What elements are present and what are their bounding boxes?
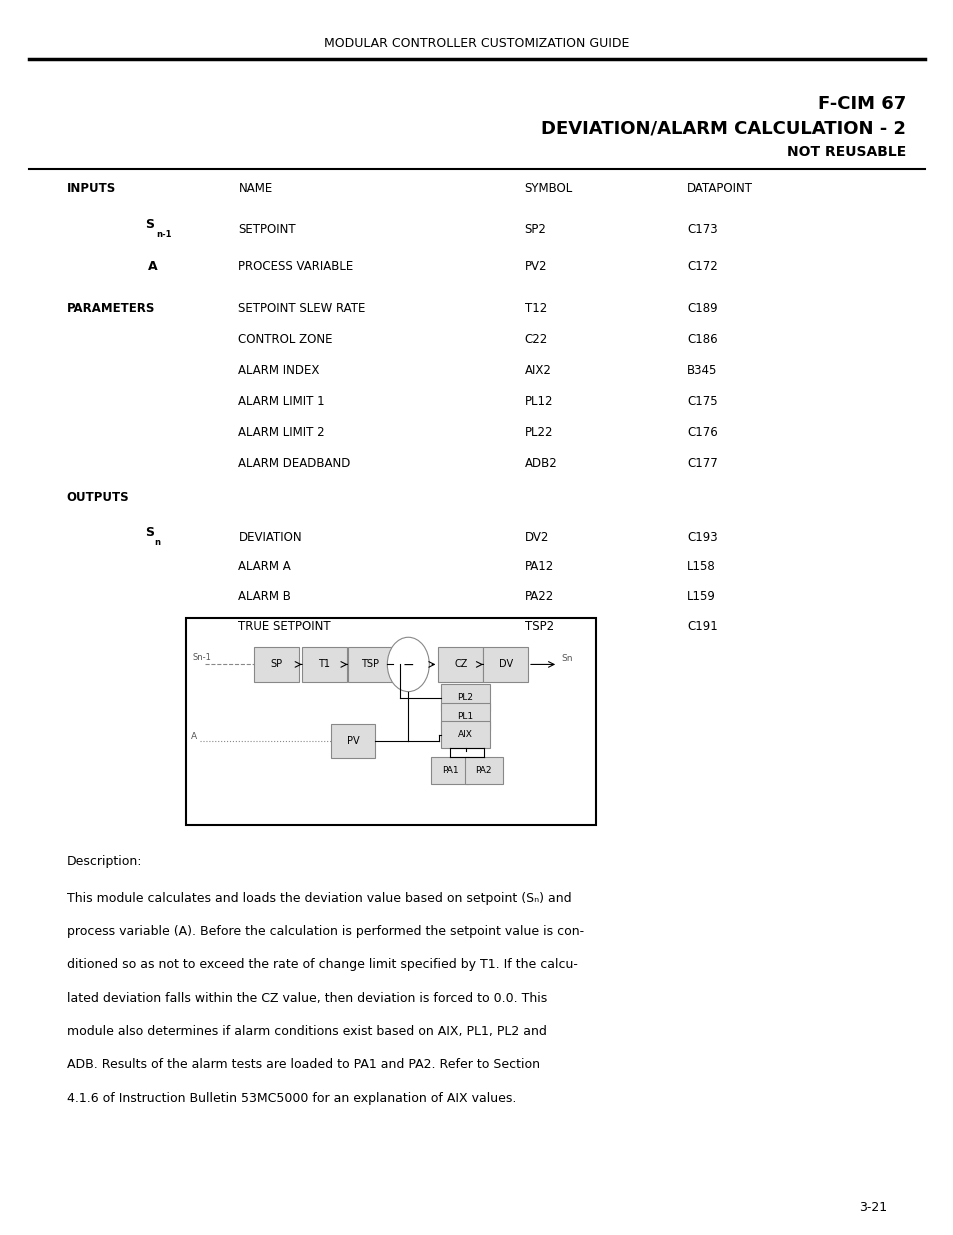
- Text: ALARM B: ALARM B: [238, 590, 291, 603]
- Text: L159: L159: [686, 590, 715, 603]
- Text: A: A: [148, 261, 157, 273]
- Text: PL12: PL12: [524, 395, 553, 408]
- Text: F-CIM 67: F-CIM 67: [817, 95, 905, 112]
- Text: PROCESS VARIABLE: PROCESS VARIABLE: [238, 261, 354, 273]
- Text: C177: C177: [686, 457, 717, 469]
- Bar: [253, 647, 298, 682]
- Text: DV: DV: [498, 659, 512, 669]
- Text: Sn-1: Sn-1: [193, 652, 212, 662]
- Text: ALARM DEADBAND: ALARM DEADBAND: [238, 457, 351, 469]
- Text: SP: SP: [271, 659, 282, 669]
- Text: DEVIATION/ALARM CALCULATION - 2: DEVIATION/ALARM CALCULATION - 2: [540, 120, 905, 137]
- Text: −: −: [402, 657, 414, 672]
- Text: NAME: NAME: [238, 183, 273, 195]
- Text: n-1: n-1: [156, 230, 172, 240]
- Text: SETPOINT: SETPOINT: [238, 224, 295, 236]
- Text: L158: L158: [686, 561, 715, 573]
- Bar: [347, 647, 392, 682]
- Text: MODULAR CONTROLLER CUSTOMIZATION GUIDE: MODULAR CONTROLLER CUSTOMIZATION GUIDE: [324, 37, 629, 49]
- Text: lated deviation falls within the CZ value, then deviation is forced to 0.0. This: lated deviation falls within the CZ valu…: [67, 992, 546, 1005]
- Text: ALARM LIMIT 2: ALARM LIMIT 2: [238, 426, 325, 438]
- Bar: [437, 647, 482, 682]
- Bar: [330, 724, 375, 758]
- Bar: [301, 647, 346, 682]
- Text: PA2: PA2: [475, 766, 492, 776]
- Text: 3-21: 3-21: [859, 1202, 886, 1214]
- Text: ALARM A: ALARM A: [238, 561, 291, 573]
- Text: DEVIATION: DEVIATION: [238, 531, 302, 543]
- Text: B345: B345: [686, 364, 717, 377]
- Text: ditioned so as not to exceed the rate of change limit specified by T1. If the ca: ditioned so as not to exceed the rate of…: [67, 958, 578, 972]
- Text: C186: C186: [686, 333, 717, 346]
- Text: TSP: TSP: [361, 659, 378, 669]
- Text: CONTROL ZONE: CONTROL ZONE: [238, 333, 333, 346]
- Text: PV: PV: [346, 736, 359, 746]
- Text: DATAPOINT: DATAPOINT: [686, 183, 752, 195]
- Text: AIX2: AIX2: [524, 364, 551, 377]
- Text: DV2: DV2: [524, 531, 549, 543]
- Text: C191: C191: [686, 620, 717, 632]
- Text: C173: C173: [686, 224, 717, 236]
- Text: TRUE SETPOINT: TRUE SETPOINT: [238, 620, 331, 632]
- Bar: [483, 647, 528, 682]
- Bar: [186, 618, 596, 825]
- Text: S: S: [145, 526, 153, 538]
- Bar: [431, 757, 469, 784]
- Text: PA12: PA12: [524, 561, 554, 573]
- Text: SP2: SP2: [524, 224, 546, 236]
- Text: C193: C193: [686, 531, 717, 543]
- Text: module also determines if alarm conditions exist based on AIX, PL1, PL2 and: module also determines if alarm conditio…: [67, 1025, 546, 1039]
- Text: ALARM INDEX: ALARM INDEX: [238, 364, 319, 377]
- Text: C176: C176: [686, 426, 717, 438]
- Text: process variable (A). Before the calculation is performed the setpoint value is : process variable (A). Before the calcula…: [67, 925, 583, 939]
- Text: T1: T1: [318, 659, 330, 669]
- Text: A: A: [191, 731, 196, 741]
- Text: Description:: Description:: [67, 855, 142, 868]
- Text: PA1: PA1: [441, 766, 458, 776]
- Text: INPUTS: INPUTS: [67, 183, 116, 195]
- Text: PA22: PA22: [524, 590, 554, 603]
- Text: ALARM LIMIT 1: ALARM LIMIT 1: [238, 395, 325, 408]
- Text: PL2: PL2: [457, 693, 473, 703]
- Text: AIX: AIX: [457, 730, 473, 740]
- Circle shape: [387, 637, 429, 692]
- Text: C175: C175: [686, 395, 717, 408]
- Text: C22: C22: [524, 333, 547, 346]
- Bar: [440, 721, 490, 748]
- Text: SETPOINT SLEW RATE: SETPOINT SLEW RATE: [238, 303, 366, 315]
- Text: PL22: PL22: [524, 426, 553, 438]
- Text: PARAMETERS: PARAMETERS: [67, 303, 155, 315]
- Text: PL1: PL1: [457, 711, 473, 721]
- Bar: [440, 703, 490, 730]
- Text: OUTPUTS: OUTPUTS: [67, 492, 130, 504]
- Text: TSP2: TSP2: [524, 620, 554, 632]
- Text: ADB2: ADB2: [524, 457, 557, 469]
- Text: NOT REUSABLE: NOT REUSABLE: [786, 144, 905, 159]
- Text: CZ: CZ: [454, 659, 467, 669]
- Bar: [440, 684, 490, 711]
- Text: SYMBOL: SYMBOL: [524, 183, 573, 195]
- Bar: [464, 757, 502, 784]
- Text: S: S: [145, 219, 153, 231]
- Text: n: n: [154, 537, 160, 547]
- Text: C189: C189: [686, 303, 717, 315]
- Text: T12: T12: [524, 303, 546, 315]
- Text: Sn: Sn: [560, 653, 572, 663]
- Text: ADB. Results of the alarm tests are loaded to PA1 and PA2. Refer to Section: ADB. Results of the alarm tests are load…: [67, 1058, 539, 1072]
- Text: 4.1.6 of Instruction Bulletin 53MC5000 for an explanation of AIX values.: 4.1.6 of Instruction Bulletin 53MC5000 f…: [67, 1092, 516, 1105]
- Text: PV2: PV2: [524, 261, 547, 273]
- Text: C172: C172: [686, 261, 717, 273]
- Text: This module calculates and loads the deviation value based on setpoint (Sₙ) and: This module calculates and loads the dev…: [67, 892, 571, 905]
